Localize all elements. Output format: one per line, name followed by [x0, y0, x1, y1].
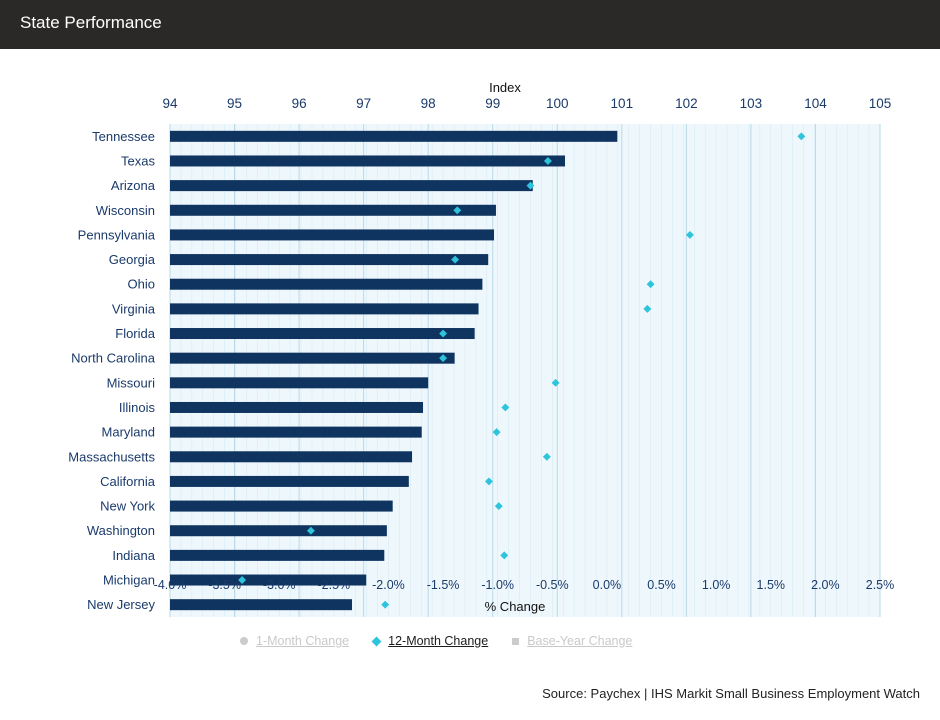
top-axis-tick-label: 101	[611, 96, 634, 111]
category-label: Pennsylvania	[78, 227, 156, 242]
index-bar	[170, 204, 496, 216]
top-axis-tick-label: 100	[546, 96, 569, 111]
category-label: New York	[100, 499, 155, 514]
top-axis-tick-label: 105	[869, 96, 892, 111]
bottom-axis-tick-label: 2.0%	[811, 578, 840, 592]
category-label: Maryland	[102, 425, 155, 440]
bottom-axis-tick-label: -2.5%	[318, 578, 351, 592]
index-bar	[170, 377, 429, 389]
top-axis-tick-label: 103	[740, 96, 763, 111]
change-marker	[453, 206, 462, 215]
plot-background	[170, 124, 880, 617]
index-bar	[170, 401, 424, 413]
top-axis-tick-label: 97	[356, 96, 371, 111]
legend-circle-icon	[240, 637, 248, 645]
category-label: Illinois	[119, 400, 156, 415]
legend-label: 12-Month Change	[388, 634, 489, 648]
change-marker	[492, 428, 501, 437]
category-label: Wisconsin	[96, 203, 155, 218]
category-label: Georgia	[109, 252, 156, 267]
legend-item-base-year[interactable]: Base-Year Change	[512, 634, 632, 648]
category-label: Texas	[121, 153, 155, 168]
bottom-axis-tick-label: -3.0%	[263, 578, 296, 592]
change-marker	[306, 526, 315, 535]
top-axis-tick-label: 104	[804, 96, 827, 111]
legend-diamond-icon	[371, 636, 382, 646]
bottom-axis-tick-label: -4.0%	[154, 578, 187, 592]
bottom-axis-tick-label: 1.0%	[702, 578, 731, 592]
legend-item-1-month[interactable]: 1-Month Change	[240, 634, 349, 648]
category-label: Tennessee	[92, 129, 155, 144]
legend-item-12-month[interactable]: 12-Month Change	[371, 634, 489, 648]
category-label: California	[100, 474, 156, 489]
legend-label: 1-Month Change	[256, 634, 350, 648]
bottom-axis-tick-label: -2.0%	[372, 578, 405, 592]
source-note: Source: Paychex | IHS Markit Small Busin…	[542, 686, 920, 701]
index-bar	[170, 278, 483, 290]
category-label: New Jersey	[87, 597, 155, 612]
bottom-axis-tick-label: 2.5%	[866, 578, 895, 592]
index-bar	[170, 180, 533, 192]
top-axis-tick-label: 99	[485, 96, 500, 111]
index-bar	[170, 254, 489, 266]
change-marker	[494, 502, 503, 511]
index-bar	[170, 451, 413, 463]
change-marker	[451, 255, 460, 264]
change-marker	[381, 600, 390, 609]
bottom-axis-tick-label: 0.5%	[647, 578, 676, 592]
change-marker	[685, 230, 694, 239]
change-marker	[526, 181, 535, 190]
category-label: Arizona	[111, 178, 156, 193]
top-axis-tick-label: 95	[227, 96, 242, 111]
category-label: Indiana	[112, 548, 155, 563]
chart-legend: 1-Month Change 12-Month Change Base-Year…	[240, 632, 656, 650]
index-bar	[170, 599, 353, 611]
category-label: Florida	[115, 326, 156, 341]
bottom-axis-title: % Change	[485, 599, 546, 614]
category-label: Massachusetts	[68, 449, 155, 464]
change-marker	[500, 551, 509, 560]
bottom-axis-tick-label: 1.5%	[757, 578, 786, 592]
top-axis-tick-label: 102	[675, 96, 698, 111]
category-label: Ohio	[128, 277, 155, 292]
state-performance-chart: Index 94 95 96 97 98 99 100 101 102 103 104 105 Tenne…	[68, 80, 895, 617]
top-axis-tick-label: 94	[162, 96, 178, 111]
index-bar	[170, 155, 566, 167]
category-label: Virginia	[112, 301, 156, 316]
index-bar	[170, 525, 387, 537]
category-label: Michigan	[103, 573, 155, 588]
change-marker	[484, 477, 493, 486]
category-label: North Carolina	[71, 351, 156, 366]
change-marker	[551, 378, 560, 387]
bottom-axis-tick-label: 0.0%	[593, 578, 622, 592]
legend-label: Base-Year Change	[527, 634, 633, 648]
bottom-axis-tick-label: -1.0%	[481, 578, 514, 592]
index-bar	[170, 426, 422, 438]
index-bar	[170, 303, 479, 315]
index-bar	[170, 328, 475, 340]
header-bar: State Performance	[0, 0, 940, 49]
category-label: Washington	[87, 523, 155, 538]
change-marker	[501, 403, 510, 412]
index-bar	[170, 352, 455, 364]
page-title: State Performance	[20, 13, 162, 32]
index-bar	[170, 130, 618, 142]
index-bar	[170, 475, 409, 487]
category-label: Missouri	[107, 375, 156, 390]
bottom-axis-tick-label: -1.5%	[427, 578, 460, 592]
bottom-axis-tick-label: -0.5%	[536, 578, 569, 592]
top-axis-tick-label: 96	[292, 96, 307, 111]
top-axis-title: Index	[489, 80, 521, 95]
top-axis-tick-label: 98	[421, 96, 436, 111]
index-bar	[170, 229, 495, 241]
index-bar	[170, 500, 393, 512]
bottom-axis-tick-label: -3.5%	[208, 578, 241, 592]
change-marker	[439, 329, 448, 338]
change-marker	[238, 576, 247, 584]
legend-square-icon	[512, 637, 520, 645]
index-bar	[170, 574, 367, 586]
change-marker	[439, 354, 448, 363]
index-bar	[170, 549, 385, 561]
